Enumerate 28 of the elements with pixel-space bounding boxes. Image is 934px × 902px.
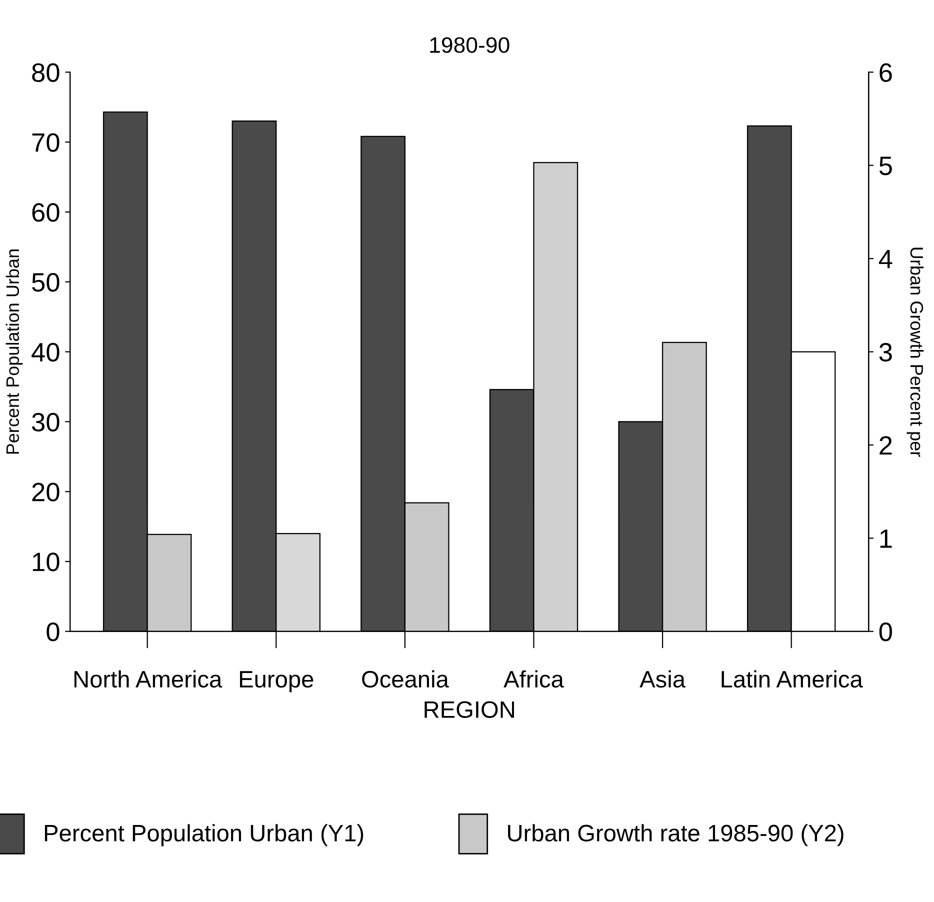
- y2-axis-title: Urban Growth Percent per: [906, 248, 924, 457]
- y-tick-label: 80: [32, 63, 60, 82]
- x-tick-label: Europe: [240, 671, 314, 692]
- x-axis-title: REGION: [424, 701, 514, 718]
- y2-tick-label: 0: [879, 622, 892, 642]
- y2-tick-label: 3: [879, 342, 892, 362]
- y-tick-label: 70: [32, 133, 60, 152]
- x-tick-label: North America: [74, 670, 222, 688]
- legend-label: Urban Growth rate 1985-90 (Y2): [508, 824, 844, 846]
- y-tick-label: 10: [32, 552, 60, 572]
- legend-label: Percent Population Urban (Y1): [44, 824, 364, 846]
- y-tick-label: 50: [32, 273, 60, 292]
- y2-tick-label: 4: [878, 250, 892, 268]
- x-tick-label: Oceania: [362, 670, 449, 688]
- y-tick-label: 60: [32, 203, 60, 222]
- y-axis-title: Percent Population Urban: [6, 250, 23, 454]
- y-tick-label: 20: [32, 482, 60, 502]
- y2-tick-label: 5: [879, 156, 892, 176]
- x-tick-label: Latin America: [722, 670, 863, 688]
- y2-tick-label: 6: [880, 63, 892, 82]
- y2-tick-label: 1: [880, 530, 892, 548]
- x-tick-label: Africa: [504, 670, 564, 688]
- y2-tick-label: 2: [880, 436, 892, 455]
- chart-title: 1980-90: [430, 37, 510, 53]
- y-tick-label: 30: [32, 412, 60, 432]
- y-tick-label: 40: [32, 342, 60, 362]
- y-tick-label: 0: [46, 622, 60, 642]
- x-tick-label: Asia: [640, 670, 686, 688]
